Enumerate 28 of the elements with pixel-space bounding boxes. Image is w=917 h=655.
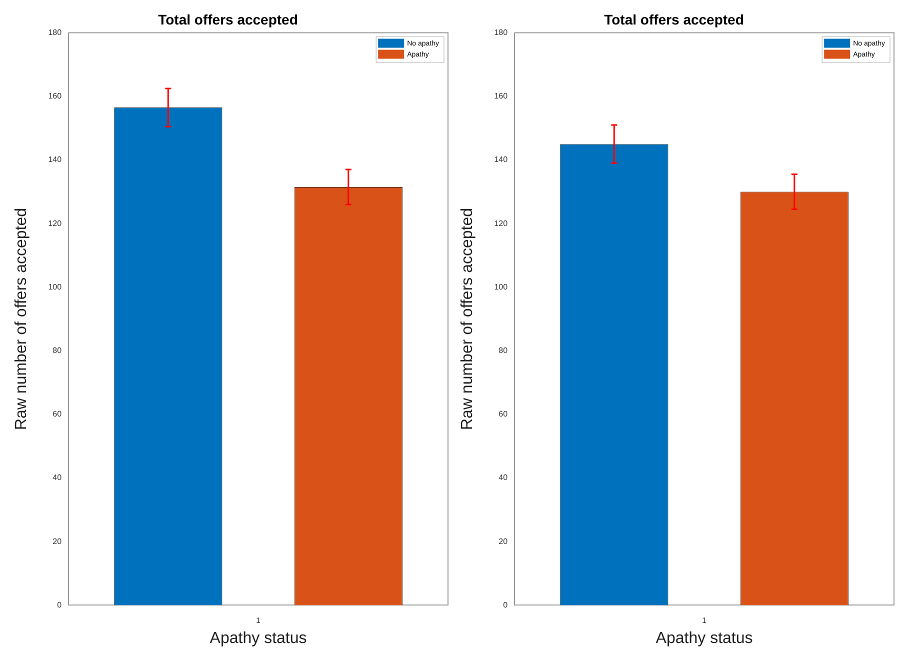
- x-axis-title: Apathy status: [210, 630, 307, 647]
- y-tick-label: 100: [48, 282, 62, 292]
- y-tick-label: 40: [498, 473, 508, 482]
- y-tick-label: 160: [494, 92, 508, 101]
- y-tick-label: 160: [48, 92, 62, 101]
- y-tick-label: 0: [57, 600, 62, 610]
- x-axis-title: Apathy status: [656, 630, 753, 647]
- x-tick-label: 1: [702, 616, 708, 626]
- y-tick-label: 20: [52, 536, 62, 546]
- y-axis-title: Raw number of offers accepted: [459, 208, 476, 430]
- y-tick-label: 100: [494, 282, 508, 292]
- chart-title: Total offers accepted: [604, 11, 744, 28]
- y-tick-label: 80: [52, 346, 62, 356]
- y-tick-label: 180: [48, 28, 62, 38]
- y-tick-label: 80: [498, 346, 508, 356]
- y-tick-label: 60: [498, 410, 508, 419]
- y-tick-label: 40: [52, 473, 62, 482]
- y-tick-label: 180: [494, 28, 508, 38]
- y-tick-label: 140: [48, 155, 62, 164]
- y-tick-label: 60: [52, 410, 62, 419]
- x-tick-label: 1: [256, 616, 262, 626]
- y-tick-label: 120: [48, 218, 62, 228]
- y-tick-label: 120: [494, 218, 508, 228]
- y-tick-label: 20: [498, 536, 508, 546]
- chart-title: Total offers accepted: [158, 11, 298, 28]
- y-axis-title: Raw number of offers accepted: [13, 208, 30, 430]
- y-tick-label: 0: [503, 600, 508, 610]
- y-tick-label: 140: [494, 155, 508, 164]
